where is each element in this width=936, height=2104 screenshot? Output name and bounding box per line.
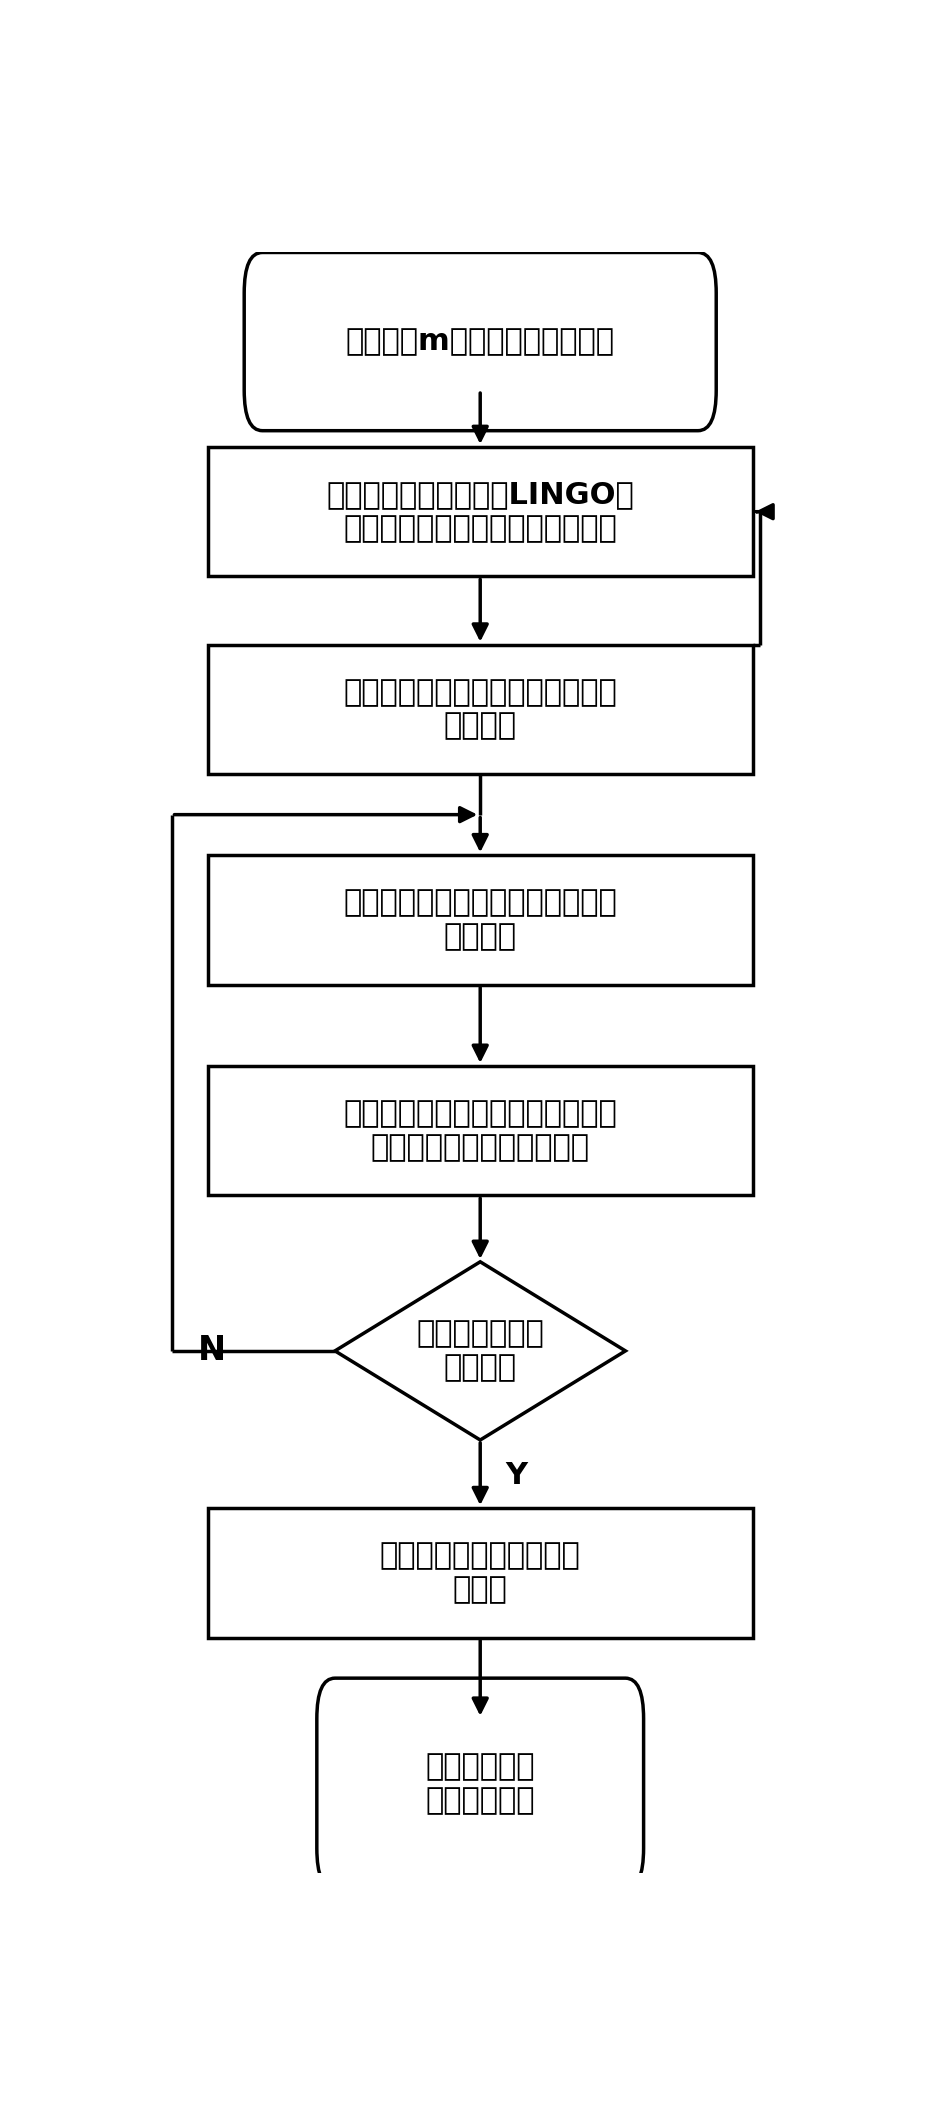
Text: 下一单闸次靠
船墩循环待闸: 下一单闸次靠 船墩循环待闸 [425,1753,534,1816]
Text: 按照指定时间、顺序和泊位号在靠
船墩待闸: 按照指定时间、顺序和泊位号在靠 船墩待闸 [343,677,617,741]
Text: Y: Y [505,1460,527,1490]
Text: 根据闸次计划及相关信息建立二次
排档模型: 根据闸次计划及相关信息建立二次 排档模型 [343,888,617,951]
FancyBboxPatch shape [316,1679,643,1889]
Bar [208,446,752,576]
Bar [208,644,752,774]
Text: 按照二次排档方案分组移
泊过闸: 按照二次排档方案分组移 泊过闸 [379,1542,580,1603]
Text: 利用迭代算法优化排档方案并指泊
船舶分组进闸及靠泊泊位号: 利用迭代算法优化排档方案并指泊 船舶分组进闸及靠泊泊位号 [343,1098,617,1161]
FancyBboxPatch shape [244,252,715,431]
Text: 建立预排档模型，利用LINGO多
目标非线性规划算法优化排档方案: 建立预排档模型，利用LINGO多 目标非线性规划算法优化排档方案 [326,480,634,543]
Bar [208,854,752,985]
Text: 计划期内m艘船舶申报过闸计划: 计划期内m艘船舶申报过闸计划 [345,326,614,356]
Text: N: N [197,1334,226,1368]
Bar [208,1067,752,1195]
Bar [208,1509,752,1637]
Polygon shape [335,1262,624,1439]
Text: 是否达到要求的
调度指标: 是否达到要求的 调度指标 [416,1319,544,1382]
